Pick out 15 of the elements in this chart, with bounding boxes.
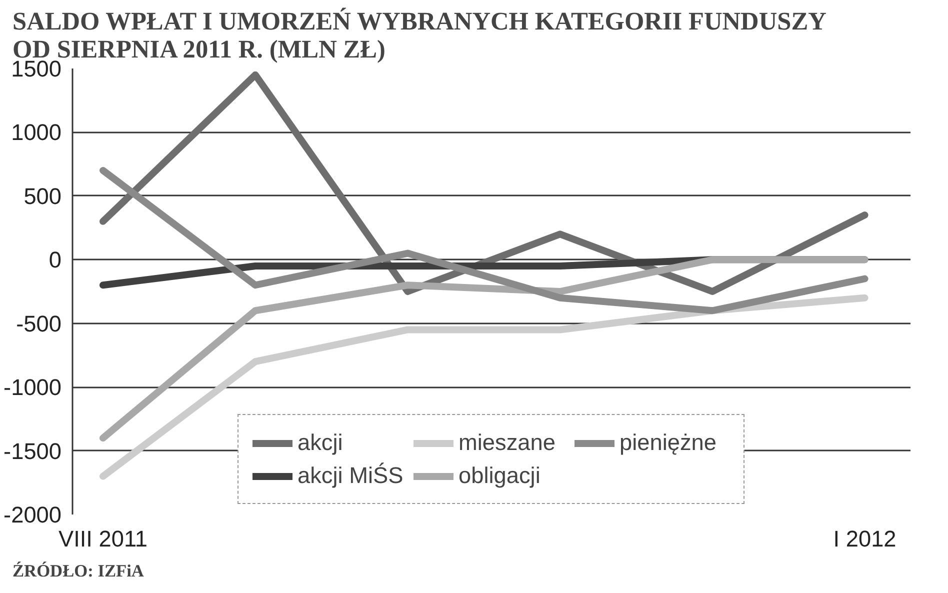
legend-label: mieszane bbox=[458, 429, 556, 456]
y-tick-label: 0 bbox=[48, 246, 62, 273]
legend-label: akcji bbox=[298, 429, 344, 456]
y-tick-label: -1500 bbox=[4, 438, 62, 464]
x-tick-label: VIII 2011 bbox=[58, 526, 148, 552]
x-tick-label: I 2012 bbox=[833, 526, 896, 552]
y-tick-label: -500 bbox=[16, 310, 62, 336]
y-tick-label: -1000 bbox=[4, 374, 62, 400]
y-tick-label: -2000 bbox=[4, 502, 62, 528]
y-tick-label: 1000 bbox=[11, 119, 62, 146]
legend-label: akcji MiŚS bbox=[298, 462, 404, 489]
y-tick-label: 500 bbox=[24, 182, 62, 209]
legend-label: obligacji bbox=[458, 462, 542, 489]
text: ŹRÓDŁO: IZFiA bbox=[12, 562, 144, 580]
legend-label: pieniężne bbox=[620, 429, 718, 456]
